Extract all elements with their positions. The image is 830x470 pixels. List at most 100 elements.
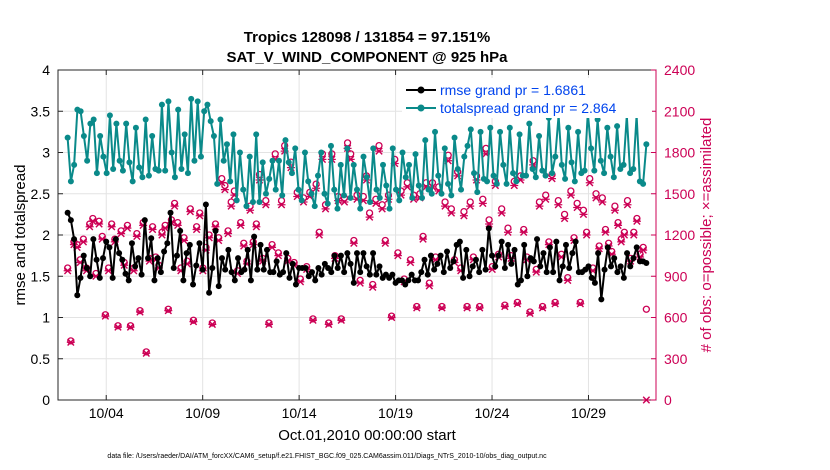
- obs-assimilated-point: [610, 206, 619, 214]
- totalspread-point: [314, 172, 321, 179]
- totalspread-point: [432, 128, 439, 135]
- rmse-point: [109, 274, 116, 281]
- totalspread-point: [279, 192, 286, 199]
- obs-assimilated-point: [123, 224, 132, 232]
- totalspread-point: [428, 190, 435, 197]
- obs-assimilated-point: [620, 231, 629, 239]
- totalspread-point: [523, 172, 530, 179]
- rmse-point: [489, 252, 496, 259]
- totalspread-point: [516, 131, 523, 138]
- rmse-point: [537, 263, 544, 270]
- obs-assimilated-point: [519, 228, 528, 236]
- y-right-tick-label: 1200: [664, 227, 695, 243]
- totalspread-point: [542, 172, 549, 179]
- totalspread-point: [181, 131, 188, 138]
- totalspread-point: [373, 186, 380, 193]
- legend-rmse-marker: [417, 86, 425, 94]
- totalspread-point: [363, 174, 370, 181]
- rmse-point: [357, 269, 364, 276]
- rmse-point: [447, 265, 454, 271]
- y-tick-label: 3.5: [31, 103, 51, 119]
- totalspread-point: [210, 133, 217, 139]
- rmse-point: [514, 281, 521, 288]
- obs-possible-point: [365, 209, 374, 217]
- obs-assimilated-point: [113, 323, 122, 331]
- rmse-point: [456, 238, 463, 245]
- rmse-point: [225, 246, 232, 253]
- obs-assimilated-point: [551, 300, 560, 308]
- totalspread-point: [471, 170, 478, 177]
- totalspread-point: [204, 101, 211, 108]
- obs-assimilated-point: [170, 202, 179, 210]
- totalspread-point: [383, 182, 390, 189]
- rmse-point: [630, 255, 637, 262]
- totalspread-point: [110, 166, 117, 172]
- y-right-tick-label: 900: [664, 268, 688, 284]
- obs-assimilated-point: [324, 320, 333, 329]
- totalspread-point: [119, 167, 126, 174]
- rmse-point: [495, 252, 502, 259]
- rmse-point: [193, 262, 200, 269]
- rmse-point: [164, 240, 171, 247]
- totalspread-point: [347, 194, 354, 201]
- rmse-point: [318, 271, 325, 278]
- obs-possible-point: [460, 207, 468, 216]
- rmse-point: [334, 265, 341, 271]
- obs-assimilated-point: [381, 239, 390, 247]
- rmse-point: [80, 252, 87, 259]
- totalspread-point: [597, 157, 604, 164]
- obs-assimilated-point: [466, 202, 475, 210]
- totalspread-point: [230, 131, 237, 138]
- obs-possible-point: [67, 337, 75, 345]
- obs-possible-point: [309, 315, 317, 323]
- totalspread-point: [467, 126, 474, 133]
- rmse-point: [604, 244, 611, 251]
- rmse-point: [247, 277, 254, 284]
- chart-subtitle: SAT_V_WIND_COMPONENT @ 925 hPa: [226, 49, 508, 66]
- totalspread-point: [139, 174, 146, 181]
- rmse-point: [620, 274, 627, 281]
- totalspread-point: [601, 170, 608, 177]
- totalspread-point: [412, 151, 419, 158]
- rmse-point: [633, 244, 640, 251]
- obs-assimilated-point: [227, 202, 236, 210]
- totalspread-point: [562, 175, 569, 182]
- rmse-point: [508, 260, 515, 267]
- totalspread-point: [558, 161, 565, 168]
- totalspread-point: [532, 174, 539, 181]
- totalspread-point: [77, 108, 84, 115]
- obs-possible-point: [513, 298, 522, 307]
- totalspread-point: [386, 205, 393, 212]
- obs-possible-point: [498, 205, 506, 213]
- obs-assimilated-point: [513, 300, 522, 308]
- totalspread-point: [175, 106, 182, 113]
- totalspread-point: [87, 120, 94, 127]
- rmse-point: [424, 271, 431, 278]
- obs-assimilated-point: [560, 214, 569, 223]
- rmse-point: [476, 269, 483, 276]
- rmse-point: [145, 255, 152, 262]
- rmse-point: [331, 252, 338, 259]
- totalspread-point: [298, 197, 305, 204]
- totalspread-point: [191, 157, 198, 164]
- totalspread-point: [614, 123, 621, 130]
- totalspread-point: [126, 159, 133, 166]
- rmse-point: [283, 250, 290, 257]
- totalspread-point: [301, 149, 308, 156]
- totalspread-point: [568, 159, 575, 166]
- rmse-point: [141, 217, 148, 224]
- obs-possible-point: [438, 302, 446, 311]
- rmse-point: [366, 271, 373, 278]
- totalspread-point: [103, 170, 110, 177]
- y-right-tick-label: 1500: [664, 186, 695, 202]
- totalspread-point: [97, 133, 104, 139]
- totalspread-point: [360, 153, 367, 160]
- rmse-point: [273, 258, 280, 265]
- totalspread-point: [526, 120, 533, 127]
- obs-assimilated-point: [393, 251, 402, 260]
- rmse-point: [315, 265, 322, 271]
- obs-possible-point: [642, 305, 651, 313]
- obs-assimilated-point: [308, 316, 317, 324]
- obs-assimilated-point: [132, 232, 141, 241]
- totalspread-point: [259, 159, 266, 166]
